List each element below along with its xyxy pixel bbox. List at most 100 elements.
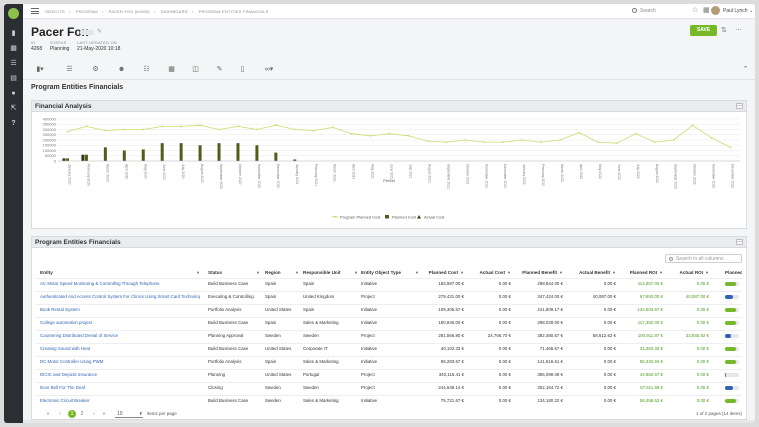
column-filter-icon[interactable]: ▼: [460, 270, 464, 275]
program-planned-cost-point[interactable]: [464, 139, 467, 141]
cell-entity[interactable]: DICIC and Deposit Insurance: [40, 372, 98, 377]
column-header[interactable]: Region ▼: [265, 268, 301, 278]
list-nav-icon[interactable]: ☰: [10, 60, 17, 67]
column-filter-icon[interactable]: ▼: [256, 270, 260, 275]
breadcrumb-item[interactable]: PROGRAM: [75, 9, 98, 14]
user-menu[interactable]: Paul Lynch ⌄: [711, 6, 753, 17]
column-header[interactable]: Actual Benefit ▼: [567, 268, 618, 278]
column-filter-icon[interactable]: ▼: [559, 270, 563, 275]
column-header[interactable]: Planned ROI ▼: [620, 268, 665, 278]
program-planned-cost-point[interactable]: [578, 131, 580, 134]
checklist-icon[interactable]: ☷: [143, 66, 150, 73]
planned-cost-bar[interactable]: [236, 143, 240, 161]
program-planned-cost-point[interactable]: [729, 146, 732, 149]
column-filter-icon[interactable]: ▼: [354, 270, 358, 275]
column-header[interactable]: Planned Benefit ▼: [515, 268, 565, 278]
people-nav-icon[interactable]: ●: [11, 90, 16, 97]
cell-entity[interactable]: Door Bell For The Deaf: [40, 385, 86, 390]
column-filter-icon[interactable]: ▼: [295, 270, 299, 275]
program-planned-cost-point[interactable]: [426, 140, 429, 142]
planned-cost-bar[interactable]: [179, 143, 183, 161]
legend-label[interactable]: Planned Cost: [392, 214, 417, 219]
breadcrumb-item[interactable]: DASHBOARD: [160, 9, 188, 14]
column-header[interactable]: Status ▼: [208, 268, 262, 278]
last-page-button[interactable]: »: [102, 411, 106, 417]
cell-entity[interactable]: AC Motor Speed Monitoring & Controlling …: [40, 281, 160, 286]
column-header[interactable]: Planned C: [725, 268, 742, 278]
column-header[interactable]: Planned Cost ▼: [421, 268, 466, 278]
program-planned-cost-point[interactable]: [407, 134, 410, 137]
cell-entity[interactable]: Book Rental System: [40, 307, 80, 312]
next-page-button[interactable]: ›: [93, 411, 95, 417]
table-row[interactable]: DC Motor Controller Using PWM Portfolio A…: [36, 356, 742, 366]
comments-icon[interactable]: ◫: [192, 66, 199, 73]
edit-pencil-icon[interactable]: ✎: [97, 29, 103, 35]
collapse-chevron-up-icon[interactable]: ⌃: [742, 66, 749, 73]
program-planned-cost-point[interactable]: [615, 142, 618, 145]
table-row[interactable]: AC Motor Speed Monitoring & Controlling …: [36, 278, 742, 288]
grid-nav-icon[interactable]: ▦: [10, 45, 17, 52]
planned-cost-bar[interactable]: [274, 152, 278, 161]
legend-label[interactable]: Actual Cost: [424, 214, 445, 219]
chart-nav-icon[interactable]: ▮: [11, 30, 16, 37]
table-row[interactable]: College automation project Build Business…: [36, 317, 742, 327]
table-row[interactable]: DICIC and Deposit Insurance Planning Unite…: [36, 369, 742, 379]
edit-icon[interactable]: ✎: [216, 66, 223, 73]
table-row[interactable]: Creating Sound with Heat Build Business C…: [36, 343, 742, 353]
people-icon[interactable]: ☻: [117, 66, 126, 73]
building-nav-icon[interactable]: ▤: [10, 75, 17, 82]
program-planned-cost-point[interactable]: [256, 128, 258, 131]
program-planned-cost-point[interactable]: [388, 132, 391, 135]
column-filter-icon[interactable]: ▼: [659, 270, 663, 275]
prev-page-button[interactable]: ‹: [59, 411, 61, 417]
cell-entity[interactable]: Electronic Circuit Breaker: [40, 398, 90, 403]
horizontal-scrollbar[interactable]: [23, 420, 755, 423]
planned-cost-bar[interactable]: [255, 145, 259, 161]
planned-cost-bar[interactable]: [141, 149, 145, 161]
program-planned-cost-point[interactable]: [672, 139, 675, 141]
breadcrumb-item[interactable]: OBJECTS: [45, 9, 65, 14]
save-button[interactable]: SAVE: [690, 25, 717, 36]
column-header[interactable]: Responsible Unit ▼: [303, 268, 360, 278]
program-planned-cost-point[interactable]: [710, 137, 713, 139]
program-planned-cost-point[interactable]: [274, 124, 277, 127]
program-planned-cost-point[interactable]: [123, 128, 126, 131]
column-filter-icon[interactable]: ▼: [612, 270, 616, 275]
program-planned-cost-point[interactable]: [502, 141, 505, 143]
column-header[interactable]: Actual Cost ▼: [468, 268, 513, 278]
program-planned-cost-point[interactable]: [540, 141, 542, 143]
table-row[interactable]: Door Bell For The Deaf Closing Sweden Swede…: [36, 382, 742, 392]
table-row[interactable]: Book Rental System Portfolio Analysis Unit…: [36, 304, 742, 314]
program-planned-cost-point[interactable]: [521, 139, 524, 141]
planned-cost-bar[interactable]: [293, 159, 297, 161]
hierarchy-icon[interactable]: ⚙: [92, 66, 99, 73]
program-planned-cost-point[interactable]: [445, 141, 448, 143]
help-nav-icon[interactable]: ?: [11, 120, 16, 127]
link-icon[interactable]: ∞▾: [264, 66, 274, 73]
planned-cost-bar[interactable]: [217, 143, 221, 161]
program-planned-cost-point[interactable]: [161, 125, 164, 128]
table-row[interactable]: Electronic Circuit Breaker Build Business…: [36, 395, 742, 405]
planned-cost-bar[interactable]: [103, 147, 107, 161]
table-row[interactable]: Countering Distributed Denial of Service…: [36, 330, 742, 340]
program-planned-cost-point[interactable]: [634, 132, 637, 135]
program-planned-cost-point[interactable]: [559, 139, 561, 141]
page-1-button[interactable]: 1: [68, 410, 76, 418]
column-filter-icon[interactable]: ▼: [705, 270, 709, 275]
program-planned-cost-point[interactable]: [483, 141, 486, 143]
cell-entity[interactable]: Creating Sound with Heat: [40, 346, 91, 351]
breadcrumb-item[interactable]: PACER FOX (#4268): [108, 9, 150, 14]
cell-entity[interactable]: College automation project: [40, 320, 93, 325]
table-search-input[interactable]: Search in all columns: [665, 254, 742, 263]
program-planned-cost-point[interactable]: [237, 125, 239, 128]
table-row[interactable]: Authenticated And Access Control System …: [36, 291, 742, 301]
cell-entity[interactable]: DC Motor Controller Using PWM: [40, 359, 104, 364]
program-planned-cost-point[interactable]: [597, 141, 599, 143]
settings-sliders-icon[interactable]: ⇅: [721, 27, 727, 34]
more-icon[interactable]: ⋯: [735, 27, 742, 34]
program-planned-cost-point[interactable]: [369, 134, 372, 137]
items-per-page-select[interactable]: 10 ▾: [115, 410, 143, 418]
panel-menu-icon[interactable]: …: [736, 238, 743, 245]
first-page-button[interactable]: «: [46, 411, 50, 417]
program-planned-cost-point[interactable]: [653, 141, 656, 143]
